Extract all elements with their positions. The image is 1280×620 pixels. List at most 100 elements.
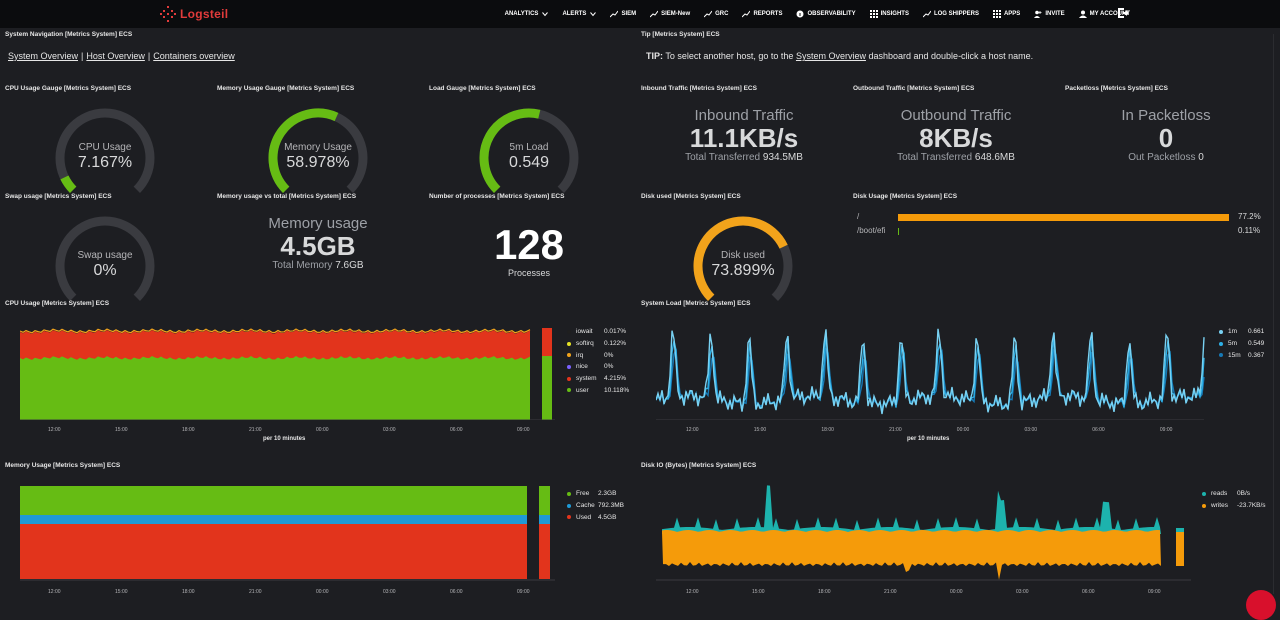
metric-value: 11.1KB/s: [689, 123, 799, 153]
x-axis-tick: 09:00: [517, 427, 530, 433]
nav-item-observability[interactable]: OBSERVABILITY: [796, 10, 856, 18]
metric-sub-value: 934.5MB: [762, 152, 803, 163]
legend-name: iowait: [576, 328, 593, 336]
x-axis-tick: 15:00: [752, 589, 765, 595]
series-area-writes: [1176, 532, 1184, 566]
x-axis-tick: 03:00: [1024, 427, 1038, 433]
nav-item-apps[interactable]: APPS: [992, 10, 1021, 18]
legend-item[interactable]: Free 2.3GB: [567, 488, 624, 500]
legend-value: 0B/s: [1237, 490, 1251, 498]
x-axis-tick: 12:00: [686, 589, 699, 595]
panel-title: Memory usage vs total [Metrics System] E…: [217, 193, 357, 200]
system-load-chart[interactable]: [656, 320, 1211, 420]
gauge-value: 0.549: [508, 154, 550, 171]
panel-title: Load Gauge [Metrics System] ECS: [429, 85, 536, 92]
gauge-value: 0%: [93, 262, 117, 279]
series-area-writes: [662, 530, 1161, 580]
series-area-free: [20, 486, 527, 515]
nav-item-label: APPS: [1003, 11, 1021, 17]
gauge-label: 5m Load: [509, 142, 549, 153]
nav-item-label: REPORTS: [753, 11, 783, 17]
x-axis-tick: 18:00: [821, 427, 834, 433]
legend-item[interactable]: writes -23.7KB/s: [1202, 500, 1266, 512]
metric-sub: Total Transferred 648.6MB: [872, 152, 1040, 163]
link-host-overview[interactable]: Host Overview: [86, 51, 145, 61]
gauge-fill: [693, 216, 788, 301]
system-load-legend: 1m 0.661 5m 0.549 15m 0.367: [1219, 326, 1264, 361]
nav-item-alerts[interactable]: ALERTS: [562, 11, 597, 17]
legend-item[interactable]: iowait 0.017%: [567, 326, 629, 338]
panel-title: Packetloss [Metrics System] ECS: [1065, 85, 1168, 92]
gauge-arc: [55, 216, 155, 301]
nav-item-siem-new[interactable]: SIEM-New: [650, 10, 690, 18]
packetloss-metric: In Packetloss 0 Out Packetloss 0: [1082, 107, 1250, 163]
x-axis-tick: 00:00: [316, 589, 329, 595]
legend-item[interactable]: reads 0B/s: [1202, 488, 1266, 500]
disk-io-chart[interactable]: [656, 484, 1191, 582]
tip-text-1: To select another host, go to the: [665, 51, 794, 61]
nav-item-siem[interactable]: SIEM: [610, 10, 636, 18]
gauge-value: 58.978%: [286, 154, 350, 171]
series-area-user: [20, 356, 530, 420]
user-icon: [1078, 10, 1087, 18]
nav-item-reports[interactable]: REPORTS: [742, 10, 782, 18]
x-axis-tick: 21:00: [249, 427, 262, 433]
nav-item-grc[interactable]: GRC: [704, 10, 728, 18]
nav-item-my-account[interactable]: MY ACCOUNT: [1078, 10, 1130, 18]
metric-label: Outbound Traffic: [900, 107, 1012, 124]
x-axis-tick: 09:00: [1148, 589, 1161, 595]
legend-name: 15m: [1228, 351, 1241, 359]
chart-line-icon: [704, 10, 713, 18]
logout-icon[interactable]: [1117, 7, 1129, 19]
series-area-reads: [1176, 528, 1184, 532]
disk-usage-value: 77.2%: [1238, 212, 1261, 221]
brand-logo[interactable]: Logsteil: [160, 4, 228, 24]
link-containers-overview[interactable]: Containers overview: [153, 51, 235, 61]
load-gauge: 5m Load 0.549: [469, 100, 589, 200]
nav-item-analytics[interactable]: ANALYTICS: [505, 11, 549, 17]
legend-item[interactable]: softirq 0.122%: [567, 338, 629, 350]
gauge-arc: [693, 216, 793, 301]
metric-sub: Total Transferred 934.5MB: [660, 152, 828, 163]
panel-title: Disk Usage [Metrics System] ECS: [853, 193, 958, 200]
scrollbar[interactable]: [1273, 34, 1280, 594]
nav-item-label: ALERTS: [562, 11, 587, 17]
metric-value: 0: [1158, 123, 1174, 153]
link-system-overview[interactable]: System Overview: [8, 51, 79, 61]
metric-label: Processes: [507, 268, 551, 278]
legend-item[interactable]: system 4.215%: [567, 373, 629, 385]
disk-used-gauge: Disk used 73.899%: [683, 208, 803, 308]
legend-item[interactable]: 15m 0.367: [1219, 349, 1264, 361]
legend-swatch: [1219, 341, 1223, 346]
legend-item[interactable]: 5m 0.549: [1219, 338, 1264, 350]
x-axis-tick: 00:00: [316, 427, 329, 433]
metric-sub-value: 7.6GB: [335, 260, 364, 271]
disk-usage-bar: [898, 228, 899, 235]
gauge-fill: [479, 108, 541, 193]
legend-swatch: [567, 376, 571, 381]
link-tip-system-overview[interactable]: System Overview: [795, 51, 866, 61]
legend-name: softirq: [576, 340, 594, 348]
legend-item[interactable]: user 10.118%: [567, 384, 629, 396]
legend-item[interactable]: irq 0%: [567, 349, 629, 361]
x-axis-tick: 18:00: [818, 589, 831, 595]
nav-item-invite[interactable]: INVITE: [1034, 10, 1065, 18]
memory-usage-chart[interactable]: [20, 484, 555, 582]
legend-item[interactable]: nice 0%: [567, 361, 629, 373]
x-axis-tick: 00:00: [956, 427, 970, 433]
legend-item[interactable]: Cache 792.3MB: [567, 500, 624, 512]
memory-usage-total-metric: Memory usage 4.5GB Total Memory 7.6GB: [234, 215, 402, 271]
cpu-usage-chart[interactable]: [20, 320, 555, 420]
panel-title: System Navigation [Metrics System] ECS: [5, 31, 133, 38]
help-button[interactable]: [1246, 590, 1276, 620]
legend-item[interactable]: 1m 0.661: [1219, 326, 1264, 338]
panel-title: Outbound Traffic [Metrics System] ECS: [853, 85, 975, 92]
panel-title: Disk used [Metrics System] ECS: [641, 193, 741, 200]
metric-value: 4.5GB: [280, 231, 356, 261]
nav-item-log-shippers[interactable]: LOG SHIPPERS: [922, 10, 979, 18]
legend-item[interactable]: Used 4.5GB: [567, 511, 624, 523]
legend-name: 1m: [1228, 328, 1238, 336]
nav-item-insights[interactable]: INSIGHTS: [869, 10, 909, 18]
x-axis-tick: 15:00: [115, 589, 128, 595]
metric-sub-value: 0: [1198, 152, 1204, 163]
